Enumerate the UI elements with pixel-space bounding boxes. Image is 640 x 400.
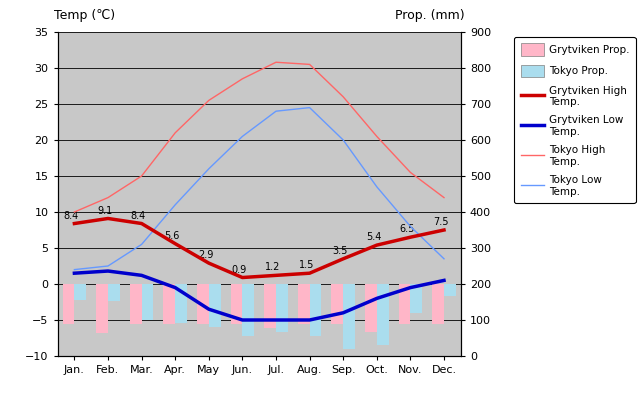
Bar bbox=[230, 284, 243, 324]
Bar bbox=[264, 284, 276, 328]
Bar bbox=[410, 284, 422, 313]
Text: 1.5: 1.5 bbox=[298, 260, 314, 270]
Text: Prop. (mm): Prop. (mm) bbox=[396, 9, 465, 22]
Bar bbox=[377, 284, 388, 345]
Bar bbox=[444, 284, 456, 296]
Text: 5.6: 5.6 bbox=[164, 231, 180, 241]
Bar bbox=[365, 284, 377, 332]
Text: Temp (℃): Temp (℃) bbox=[54, 9, 115, 22]
Text: 2.9: 2.9 bbox=[198, 250, 213, 260]
Text: 9.1: 9.1 bbox=[97, 206, 112, 216]
Text: 5.4: 5.4 bbox=[365, 232, 381, 242]
Bar bbox=[130, 284, 141, 324]
Text: 8.4: 8.4 bbox=[131, 211, 146, 221]
Bar bbox=[310, 284, 321, 336]
Bar bbox=[332, 284, 343, 324]
Bar bbox=[298, 284, 310, 324]
Bar bbox=[243, 284, 254, 336]
Text: 6.5: 6.5 bbox=[399, 224, 415, 234]
Text: 3.5: 3.5 bbox=[332, 246, 348, 256]
Bar bbox=[399, 284, 410, 324]
Bar bbox=[163, 284, 175, 324]
Bar bbox=[432, 284, 444, 324]
Bar bbox=[209, 284, 221, 326]
Bar bbox=[96, 284, 108, 333]
Bar bbox=[197, 284, 209, 324]
Bar bbox=[343, 284, 355, 349]
Text: 0.9: 0.9 bbox=[232, 265, 246, 275]
Bar bbox=[141, 284, 154, 320]
Bar bbox=[74, 284, 86, 300]
Bar bbox=[276, 284, 288, 332]
Text: 8.4: 8.4 bbox=[63, 211, 79, 221]
Text: 1.2: 1.2 bbox=[265, 262, 280, 272]
Bar bbox=[175, 284, 187, 322]
Bar bbox=[108, 284, 120, 301]
Text: 7.5: 7.5 bbox=[433, 217, 449, 227]
Bar bbox=[63, 284, 74, 324]
Legend: Grytviken Prop., Tokyo Prop., Grytviken High
Temp., Grytviken Low
Temp., Tokyo H: Grytviken Prop., Tokyo Prop., Grytviken … bbox=[515, 37, 636, 203]
